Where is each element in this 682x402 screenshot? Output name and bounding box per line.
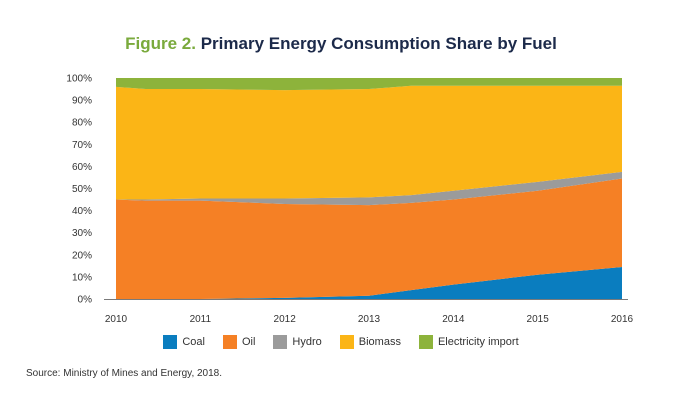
area-coal (116, 266, 622, 299)
x-tick-label: 2011 (190, 314, 212, 325)
legend-item: Electricity import (418, 335, 519, 349)
legend-label: Coal (182, 336, 205, 348)
legend-swatch (163, 335, 178, 349)
y-tick-label: 10% (72, 272, 92, 283)
x-tick-label: 2016 (611, 314, 634, 325)
legend: Coal Oil Hydro Biomass Electricity import (0, 335, 682, 349)
y-tick-label: 60% (72, 162, 92, 173)
x-tick-label: 2014 (442, 314, 465, 325)
legend-item: Oil (222, 335, 256, 349)
area-biomass (116, 85, 622, 200)
legend-swatch (418, 335, 433, 349)
y-tick-label: 30% (72, 228, 92, 239)
y-tick-label: 40% (72, 206, 92, 217)
legend-item: Hydro (273, 335, 322, 349)
x-tick-label: 2015 (527, 314, 550, 325)
legend-swatch (222, 335, 237, 349)
figure-title: Primary Energy Consumption Share by Fuel (200, 34, 557, 53)
legend-swatch (273, 335, 288, 349)
legend-label: Biomass (358, 336, 401, 348)
legend-swatch (339, 335, 354, 349)
x-tick-label: 2010 (105, 314, 128, 325)
figure-number: Figure 2. (125, 34, 196, 53)
y-tick-label: 50% (72, 184, 92, 195)
legend-label: Electricity import (437, 336, 519, 348)
legend-label: Hydro (292, 336, 322, 348)
chart-title: Figure 2. Primary Energy Consumption Sha… (0, 34, 682, 54)
y-tick-label: 100% (66, 74, 92, 85)
legend-item: Biomass (339, 335, 401, 349)
x-tick-label: 2012 (274, 314, 297, 325)
source-note: Source: Ministry of Mines and Energy, 20… (26, 368, 223, 379)
y-tick-label: 0% (78, 295, 93, 306)
area-electricity-import (116, 78, 622, 91)
x-tick-label: 2013 (358, 314, 381, 325)
y-tick-label: 80% (72, 118, 92, 129)
y-tick-label: 90% (72, 96, 92, 107)
y-tick-label: 70% (72, 140, 92, 151)
legend-item: Coal (163, 335, 205, 349)
legend-label: Oil (241, 336, 256, 348)
y-tick-label: 20% (72, 250, 92, 261)
area-hydro (116, 171, 622, 206)
area-oil (116, 178, 622, 299)
